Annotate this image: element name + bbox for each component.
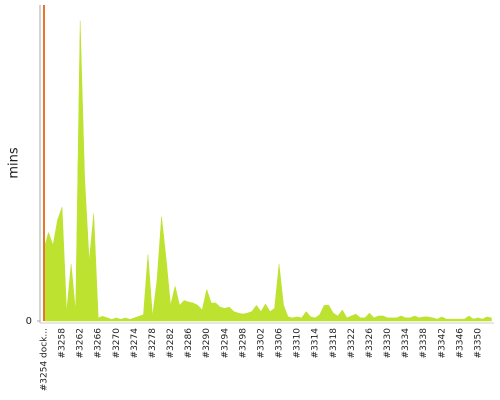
x-tick-label: #3302 [256,328,266,358]
x-tick-label: #3330 [383,328,393,359]
y-axis-label: mins [7,147,22,179]
x-tick-label: #3314 [311,328,321,359]
x-tick-label: #3258 [58,328,68,359]
x-tick-label: #3338 [419,328,429,359]
x-tick-label: #3278 [148,328,158,359]
x-tick-label: #3334 [401,328,411,359]
x-tick-label: #3322 [347,328,357,358]
x-tick-label: #3262 [76,328,86,358]
x-tick-label: #3274 [130,328,140,359]
x-tick-label: #3270 [112,328,122,359]
x-tick-label: #3306 [275,328,285,359]
x-tick-label: #3350 [473,328,483,359]
x-tick-label: #3282 [166,328,176,358]
x-tick-label: #3342 [437,328,447,358]
x-tick-label: #3346 [455,328,465,359]
x-tick-label: #3266 [94,328,104,359]
x-tick-label: #3318 [329,328,339,359]
x-tick-label: #3286 [184,328,194,359]
x-tick-label: #3290 [202,328,212,359]
x-tick-label: #3298 [238,328,248,359]
x-tick-label: #3254 dock... [40,328,50,391]
area [43,20,492,322]
x-tick-label: #3310 [293,328,303,359]
x-tick-label: #3326 [365,328,375,359]
y-tick-label: 0 [26,316,32,327]
x-tick-label: #3294 [220,328,230,359]
